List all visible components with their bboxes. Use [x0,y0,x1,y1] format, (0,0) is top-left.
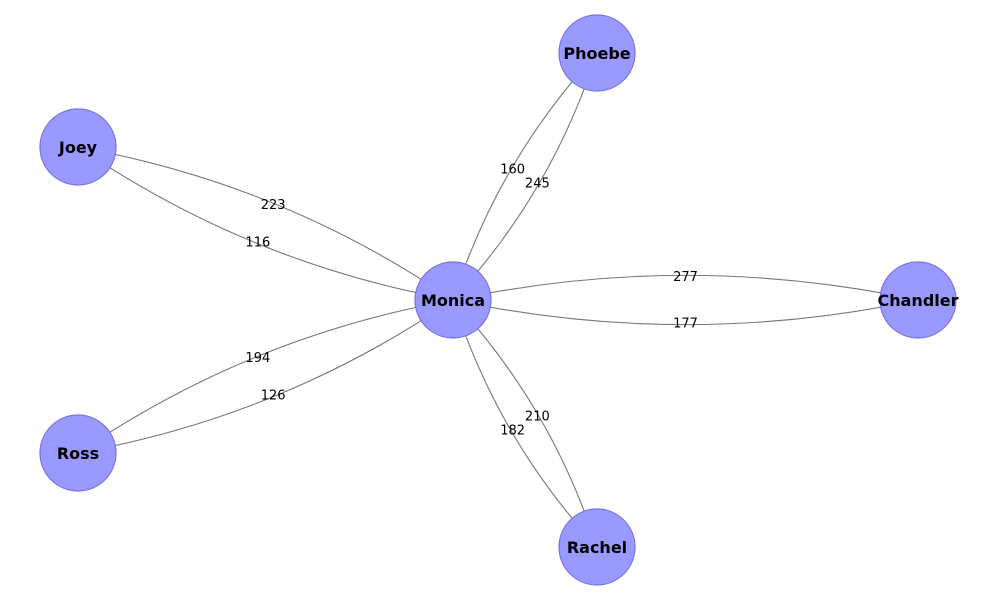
node-label: Rachel [567,538,627,557]
edge-line [461,66,593,290]
node-circle[interactable] [879,261,957,339]
edge-monica-to-rachel: 182 [457,313,589,538]
edge-weight-label: 177 [673,316,698,331]
edge-monica-to-chandler: 177 [466,298,906,331]
edge-monica-to-ross: 194 [88,302,440,446]
edge-chandler-to-monica: 277 [465,270,905,302]
node-joey[interactable]: Joey [39,108,117,186]
edge-rachel-to-monica: 210 [461,309,593,534]
edge-line [457,63,589,287]
edge-line [461,310,593,534]
node-rachel[interactable]: Rachel [558,508,636,586]
edge-phoebe-to-monica: 160 [455,63,589,288]
edge-joey-to-monica: 116 [89,154,441,302]
edge-monica-to-phoebe: 245 [461,65,595,290]
edge-line [466,274,905,298]
node-chandler[interactable]: Chandler [878,261,959,339]
edge-weight-label: 223 [261,198,286,213]
node-label: Joey [58,138,98,157]
node-circle[interactable] [39,414,117,492]
edge-weight-label: 126 [261,388,286,403]
edge-weight-label: 116 [245,235,270,250]
nodes-layer: Monica Phoebe Joey Chandler Ross Rachel [39,14,959,586]
node-circle[interactable] [414,261,492,339]
edge-monica-to-joey: 223 [90,145,442,293]
node-circle[interactable] [39,108,117,186]
edge-line [89,154,440,298]
edge-line [91,307,442,451]
edge-line [457,313,589,537]
node-label: Chandler [878,291,959,310]
node-label: Phoebe [563,44,630,63]
edge-line [466,302,905,326]
edge-weight-label: 160 [500,162,525,177]
node-circle[interactable] [558,14,636,92]
edge-weight-label: 182 [500,424,525,439]
edge-line [91,149,442,293]
edge-weight-label: 194 [245,351,270,366]
node-ross[interactable]: Ross [39,414,117,492]
edge-weight-label: 210 [525,409,550,424]
node-monica[interactable]: Monica [414,261,492,339]
node-phoebe[interactable]: Phoebe [558,14,636,92]
edge-weight-label: 277 [673,270,698,285]
node-label: Ross [57,444,99,463]
edge-ross-to-monica: 126 [91,307,443,451]
edge-weight-label: 245 [525,177,550,192]
node-circle[interactable] [558,508,636,586]
node-label: Monica [421,291,485,310]
edge-line [89,302,440,446]
